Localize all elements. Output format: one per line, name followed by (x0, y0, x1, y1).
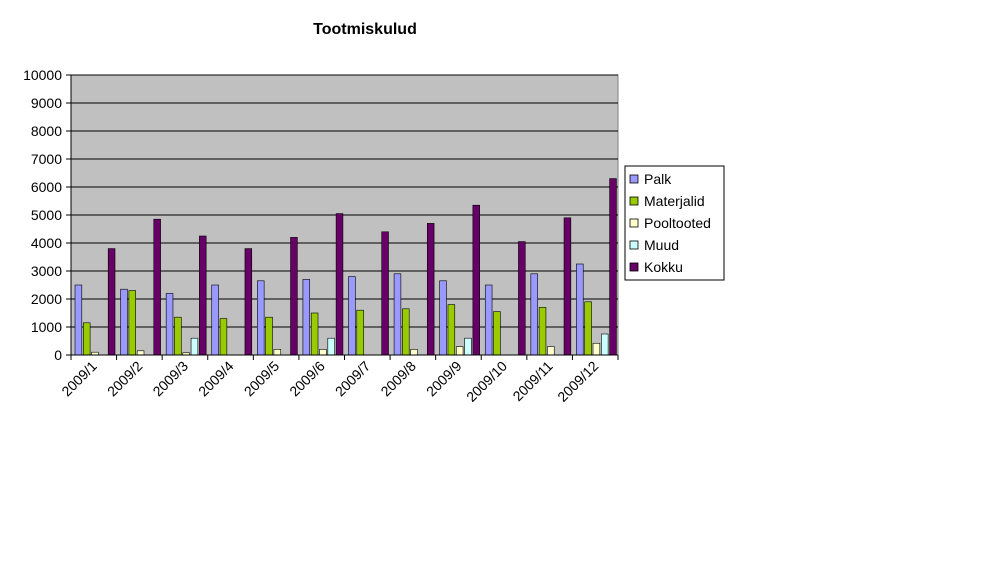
y-tick-label: 5000 (31, 207, 62, 223)
bar-muud (190, 337, 199, 356)
bar-palk (439, 280, 447, 356)
x-tick-label: 2009/8 (377, 358, 419, 400)
bar-muud (464, 337, 472, 356)
legend-box (624, 165, 725, 281)
bar-materjalid (219, 318, 228, 356)
bar-palk (302, 279, 311, 356)
legend-label: Materjalid (644, 193, 705, 209)
bar-kokku (381, 231, 389, 356)
legend-label: Muud (644, 237, 679, 253)
y-tick-label: 1000 (31, 319, 62, 335)
bar-pooltooted (410, 349, 418, 356)
y-tick-label: 4000 (31, 235, 62, 251)
bar-materjalid (356, 309, 364, 356)
bar-kokku (244, 248, 253, 356)
legend-label: Pooltooted (644, 215, 711, 231)
bar-materjalid (584, 301, 592, 356)
x-tick-label: 2009/9 (423, 358, 465, 400)
chart-title: Tootmiskulud (313, 21, 417, 38)
y-tick-label: 6000 (31, 179, 62, 195)
bar-materjalid (265, 316, 273, 356)
bar-palk (74, 284, 83, 356)
legend-label: Palk (644, 171, 672, 187)
plot-area-group: 0 1000 2000 3000 4000 5000 6000 7000 8000 9000 100… (23, 67, 619, 405)
legend-swatch (629, 174, 639, 184)
bar-muud (601, 333, 609, 356)
bar-pooltooted (319, 349, 327, 356)
bar-palk (530, 273, 538, 356)
legend-swatch (629, 218, 639, 228)
bar-palk (120, 288, 128, 356)
legend-label: Kokku (644, 259, 683, 275)
bar-muud (327, 337, 335, 356)
bar-materjalid (402, 308, 410, 356)
bar-kokku (199, 235, 207, 356)
bar-materjalid (538, 307, 547, 356)
y-tick-label: 10000 (23, 67, 62, 83)
bar-materjalid (447, 304, 456, 356)
bar-kokku (472, 204, 480, 356)
bar-pooltooted (273, 349, 282, 356)
bar-materjalid (310, 312, 319, 356)
bar-kokku (518, 241, 526, 356)
x-tick-label: 2009/1 (58, 358, 100, 400)
bar-materjalid (128, 290, 136, 356)
bar-pooltooted (455, 346, 464, 356)
y-tick-label: 0 (54, 347, 62, 363)
bar-kokku (107, 248, 116, 356)
bar-kokku (563, 217, 572, 356)
bar-materjalid (174, 316, 182, 356)
x-tick-label: 2009/11 (509, 358, 556, 405)
bar-kokku (335, 213, 344, 356)
y-tick-label: 9000 (31, 95, 62, 111)
bar-kokku (290, 237, 298, 356)
bar-materjalid (493, 311, 501, 356)
legend-swatch (629, 196, 639, 206)
bar-kokku (609, 178, 617, 356)
bar-palk (211, 284, 219, 356)
legend-swatch (629, 262, 639, 272)
x-tick-label: 2009/3 (149, 358, 191, 400)
bar-pooltooted (592, 342, 601, 356)
bar-pooltooted (136, 350, 145, 356)
bar-palk (165, 293, 174, 356)
y-tick-label: 2000 (31, 291, 62, 307)
bar-materjalid (83, 322, 91, 356)
bar-palk (393, 273, 402, 356)
x-tick-label: 2009/7 (332, 358, 374, 400)
bar-kokku (426, 223, 435, 356)
y-tick-label: 8000 (31, 123, 62, 139)
bar-palk (576, 263, 584, 356)
bar-palk (257, 280, 265, 356)
y-tick-label: 3000 (31, 263, 62, 279)
x-tick-label: 2009/10 (463, 358, 510, 405)
x-tick-label: 2009/2 (104, 358, 146, 400)
legend: Palk Materjalid Pooltooted Muud Kokku (624, 165, 725, 281)
x-tick-label: 2009/12 (554, 358, 601, 405)
bar-pooltooted (547, 346, 555, 356)
y-tick-label: 7000 (31, 151, 62, 167)
bar-palk (484, 284, 493, 356)
bar-palk (348, 276, 356, 356)
legend-swatch (629, 240, 639, 250)
bar-kokku (153, 218, 161, 356)
x-tick-label: 2009/5 (241, 358, 283, 400)
x-tick-label: 2009/6 (286, 358, 328, 400)
x-tick-label: 2009/4 (195, 358, 237, 400)
